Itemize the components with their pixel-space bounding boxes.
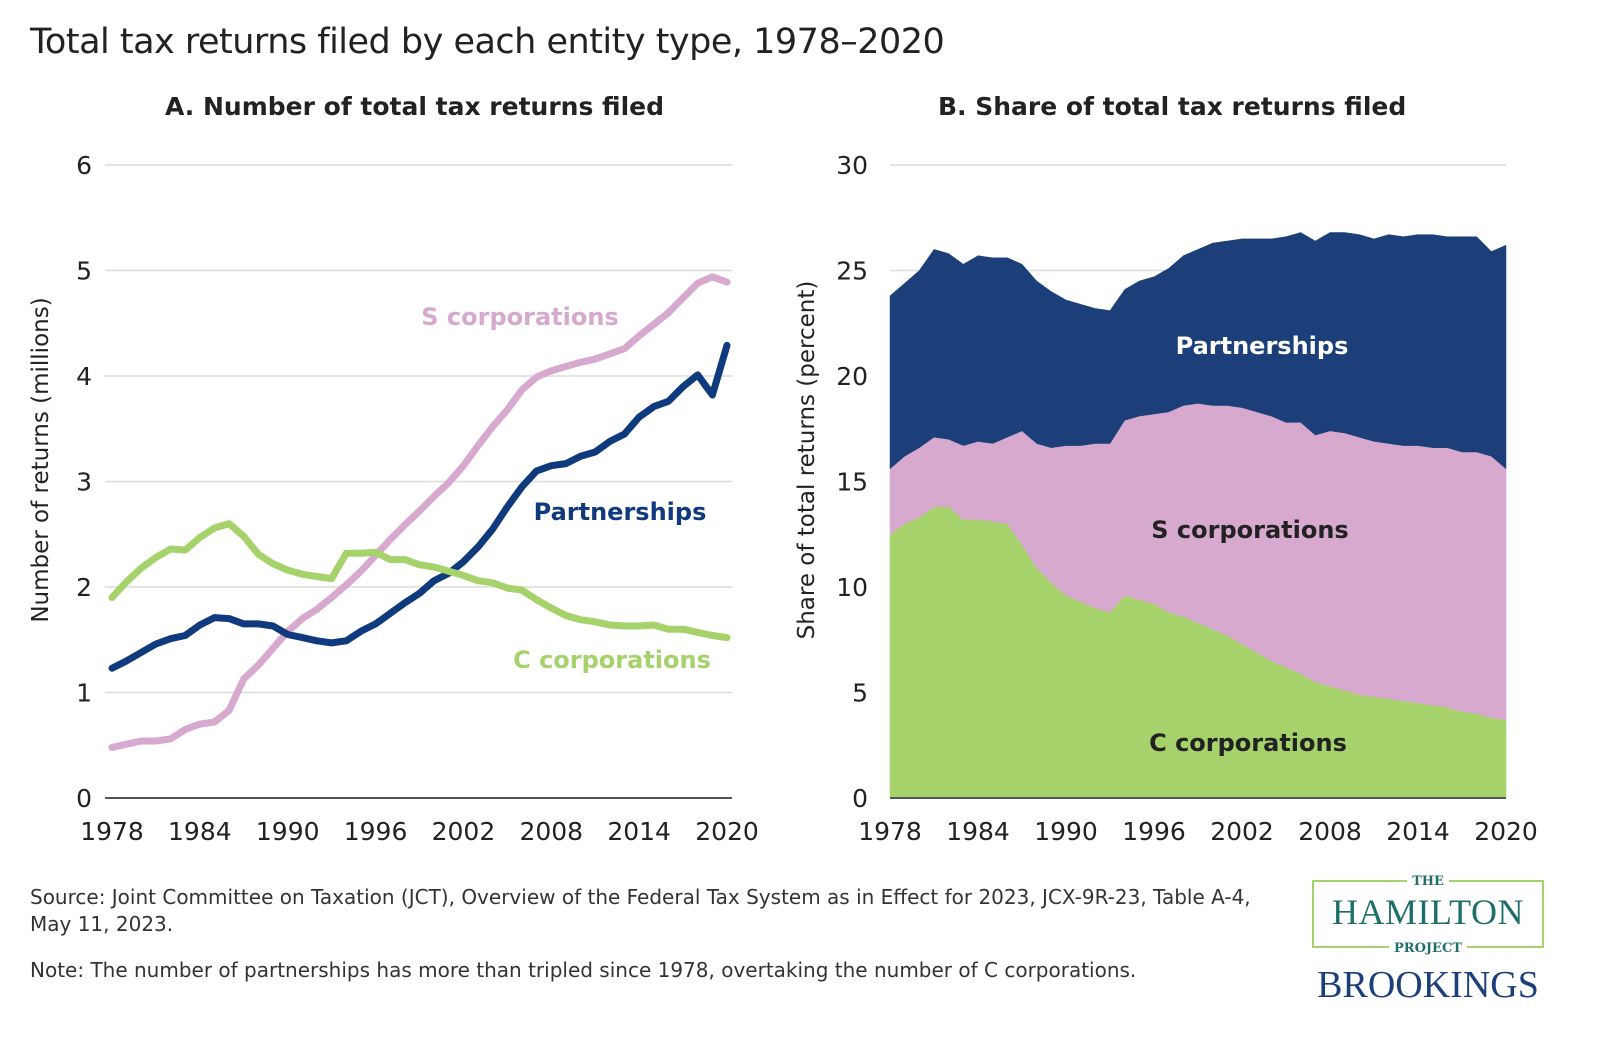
- series-area-partnerships: [889, 232, 1507, 470]
- panel-b-x-tick-label: 1996: [1122, 817, 1186, 846]
- panel-a-x-tick-label: 2014: [607, 817, 671, 846]
- panel-b-y-tick-label: 25: [836, 257, 868, 286]
- panel-b-title: B. Share of total tax returns filed: [938, 92, 1407, 121]
- panel-b-x-tick-label: 2002: [1210, 817, 1274, 846]
- panel-b-y-axis-label: Share of total returns (percent): [794, 281, 820, 640]
- panel-a-x-tick-label: 1990: [256, 817, 320, 846]
- panel-a-x-tick-label: 2020: [695, 817, 759, 846]
- panel-b-series-label: S corporations: [1151, 516, 1348, 544]
- panel-a-y-tick-label: 6: [76, 151, 92, 180]
- panel-a-y-tick-label: 5: [76, 257, 92, 286]
- panel-b-x-tick-label: 1984: [946, 817, 1010, 846]
- series-line-partnerships: [108, 341, 731, 672]
- panel-a-y-tick-label: 4: [76, 362, 92, 391]
- panel-b-x-tick-label: 2008: [1298, 817, 1362, 846]
- panel-b-x-tick-label: 2020: [1474, 817, 1538, 846]
- panel-a-x-tick-label: 2002: [432, 817, 496, 846]
- panel-b-y-tick-label: 0: [852, 784, 868, 813]
- panel-a-x-tick-label: 1984: [168, 817, 232, 846]
- panel-b-series-label: Partnerships: [1176, 332, 1349, 360]
- hamilton-brookings-logo: THE HAMILTON PROJECT BROOKINGS: [1312, 870, 1544, 1006]
- logo-frame: THE HAMILTON PROJECT: [1312, 874, 1544, 956]
- panel-a-x-tick-label: 2008: [519, 817, 583, 846]
- panel-b-y-tick-label: 5: [852, 679, 868, 708]
- panel-b-x-tick-label: 1978: [858, 817, 922, 846]
- series-line-s-corporations: [108, 273, 731, 751]
- panel-a-x-tick-label: 1996: [344, 817, 408, 846]
- panel-b-x-tick-label: 1990: [1034, 817, 1098, 846]
- logo-project: PROJECT: [1389, 941, 1467, 956]
- series-line-c-corporations: [108, 520, 731, 642]
- panel-a-y-tick-label: 3: [76, 468, 92, 497]
- logo-hamilton: HAMILTON: [1331, 892, 1524, 932]
- panel-a-series-label: Partnerships: [534, 498, 707, 526]
- panel-a-y-tick-label: 1: [76, 679, 92, 708]
- logo-the: THE: [1407, 874, 1449, 889]
- source-note: Source: Joint Committee on Taxation (JCT…: [30, 885, 1251, 936]
- panel-a-y-axis-label: Number of returns (millions): [28, 297, 54, 622]
- panel-b-y-tick-label: 10: [836, 573, 868, 602]
- logo-brookings: BROOKINGS: [1317, 964, 1539, 1006]
- panel-a-title: A. Number of total tax returns filed: [165, 92, 664, 121]
- panel-b-y-tick-label: 30: [836, 151, 868, 180]
- panel-b-y-tick-label: 20: [836, 362, 868, 391]
- panel-b-series-label: C corporations: [1149, 729, 1347, 757]
- footnote: Note: The number of partnerships has mor…: [30, 958, 1137, 982]
- panel-a-y-tick-label: 2: [76, 573, 92, 602]
- panel-a-series-label: S corporations: [421, 303, 618, 331]
- panel-b-x-tick-label: 2014: [1386, 817, 1450, 846]
- panel-a-x-tick-label: 1978: [80, 817, 144, 846]
- panel-a-series-label: C corporations: [513, 646, 711, 674]
- panel-a-y-tick-label: 0: [76, 784, 92, 813]
- chart-title: Total tax returns filed by each entity t…: [30, 22, 945, 62]
- panel-b-y-tick-label: 15: [836, 468, 868, 497]
